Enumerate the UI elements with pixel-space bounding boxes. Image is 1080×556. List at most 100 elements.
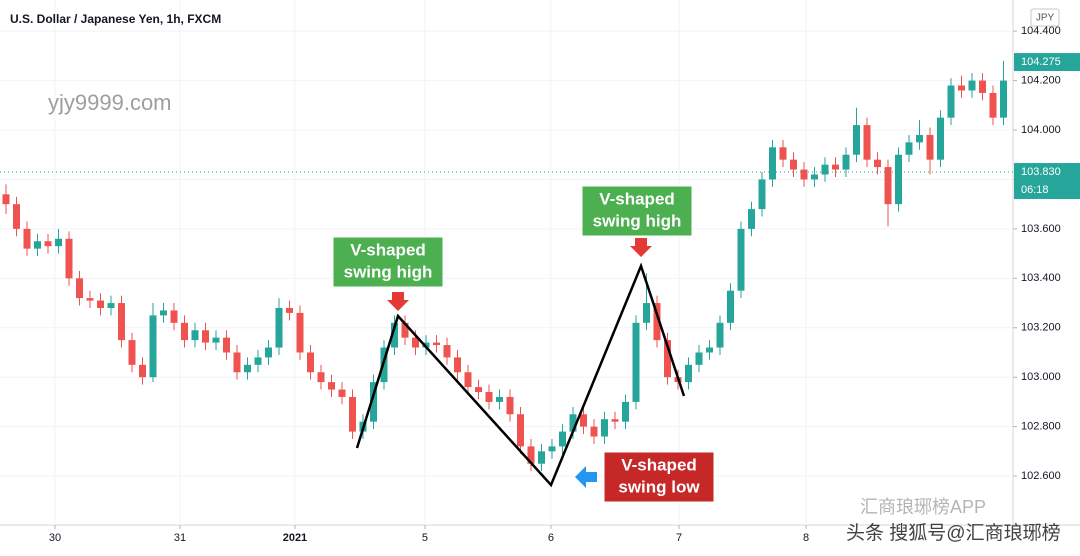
candles [2, 60, 1007, 472]
candle-body [769, 147, 776, 180]
candle-body [947, 85, 955, 118]
candle-body [895, 154, 902, 205]
candle-body [832, 164, 839, 170]
candle-body [170, 310, 178, 323]
candle-body [643, 303, 650, 323]
price-label-box [1014, 53, 1080, 72]
candle-body [538, 451, 545, 464]
candle-body [790, 159, 797, 170]
candle-body [34, 241, 41, 249]
candle-body [664, 340, 671, 378]
candle-body [748, 209, 755, 229]
candle-body [695, 352, 703, 365]
candle-body [1000, 80, 1007, 118]
candle-body [233, 352, 241, 373]
annotation-box [603, 451, 715, 503]
countdown: 06:18 [1021, 184, 1049, 196]
candle-body [422, 342, 430, 348]
x-tick-label: 7 [676, 532, 682, 544]
candle-body [706, 347, 713, 353]
candle-body [55, 238, 62, 247]
candle-body [149, 315, 157, 378]
annotation-text: V-shaped [350, 240, 426, 259]
candle-body [853, 125, 860, 155]
candle-body [464, 372, 472, 388]
left-arrow [575, 466, 597, 488]
candle-body [979, 80, 986, 93]
y-tick-label: 102.800 [1021, 421, 1061, 433]
x-tick-label: 2021 [283, 532, 307, 544]
x-tick-label: 30 [49, 532, 61, 544]
source-mark: 头条 搜狐号@汇商琅琊榜 [846, 522, 1061, 544]
candle-body [86, 298, 94, 301]
candle-body [601, 419, 608, 437]
candle-body [212, 337, 220, 343]
candle-body [13, 204, 20, 229]
candle-body [716, 322, 724, 348]
x-tick-label: 6 [548, 532, 554, 544]
candle-body [580, 414, 587, 427]
candle-body [527, 446, 535, 464]
candle-body [958, 85, 965, 91]
candle-body [863, 125, 871, 160]
candle-body [737, 228, 745, 291]
candle-body [937, 117, 944, 160]
candle-body [412, 337, 419, 348]
candle-body [391, 322, 398, 348]
candle-body [328, 382, 335, 390]
candle-body [590, 426, 598, 437]
y-tick-label: 104.200 [1021, 74, 1061, 86]
candle-body [181, 322, 188, 341]
down-arrow [387, 292, 409, 311]
candle-body [265, 347, 272, 358]
annotation-text: swing high [344, 262, 433, 281]
candle-body [307, 352, 314, 373]
candle-body [926, 134, 934, 160]
price-label-box [1014, 163, 1080, 200]
candle-body [275, 307, 283, 348]
candle-body [338, 389, 346, 397]
candle-body [118, 303, 125, 341]
price-label: 103.830 [1021, 166, 1061, 178]
candle-body [485, 392, 493, 402]
chart-title: U.S. Dollar / Japanese Yen, 1h, FXCM [10, 12, 221, 26]
candle-body [191, 330, 199, 341]
candle-body [653, 303, 661, 341]
candle-body [349, 396, 356, 432]
annotation-box [581, 185, 693, 237]
candle-body [160, 310, 167, 316]
candle-body [2, 194, 10, 205]
candle-body [139, 364, 146, 378]
down-arrow [630, 238, 652, 257]
candle-body [800, 169, 808, 180]
candle-body [968, 80, 976, 91]
candle-body [905, 142, 913, 155]
candle-body [370, 382, 377, 422]
candle-body [202, 330, 209, 343]
y-tick-label: 104.000 [1021, 124, 1061, 136]
candle-body [296, 312, 304, 353]
y-tick-label: 104.400 [1021, 25, 1061, 37]
candle-body [548, 446, 556, 452]
x-tick-label: 5 [422, 532, 428, 544]
currency: JPY [1036, 13, 1055, 24]
candle-body [107, 303, 115, 308]
candle-body [286, 307, 293, 313]
candle-body [989, 92, 997, 118]
candle-body [517, 414, 524, 447]
candle-body [559, 431, 566, 447]
candle-body [44, 241, 52, 247]
annotation-text: swing high [593, 211, 682, 230]
candle-body [779, 147, 787, 160]
candle-body [317, 372, 325, 383]
candle-body [65, 238, 73, 279]
candle-body [811, 174, 818, 180]
y-tick-label: 103.600 [1021, 223, 1061, 235]
x-tick-label: 8 [803, 532, 809, 544]
x-tick-label: 31 [174, 532, 186, 544]
grid [0, 0, 1013, 525]
annotation-box [332, 236, 444, 288]
price-label: 104.275 [1021, 56, 1061, 68]
candle-body [916, 134, 923, 143]
